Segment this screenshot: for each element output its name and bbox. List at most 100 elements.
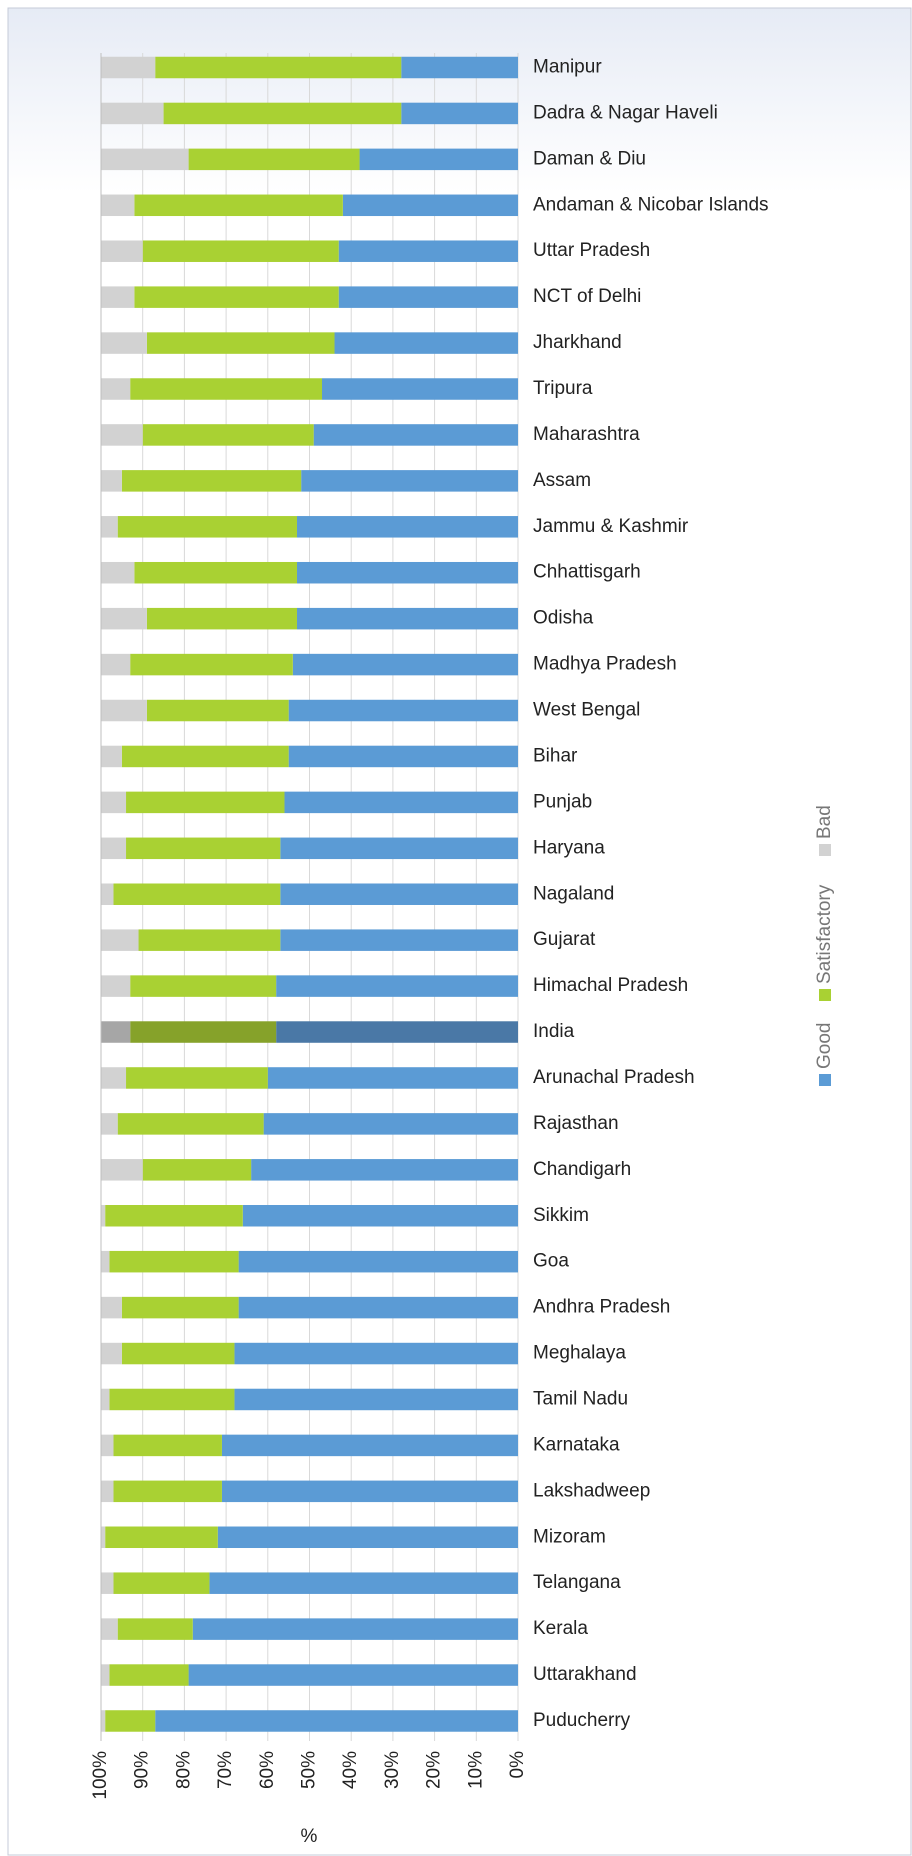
bar-segment — [221, 1480, 518, 1503]
category-label: Puducherry — [533, 1710, 631, 1731]
bar-segment — [109, 1250, 239, 1273]
bar-segment — [146, 699, 289, 722]
bar-segment — [155, 1710, 518, 1732]
x-tick-label: 10% — [465, 1751, 486, 1789]
bar-segment — [121, 1342, 235, 1365]
x-tick-label: 20% — [424, 1751, 445, 1789]
bar-segment — [101, 1618, 118, 1640]
bar-segment — [401, 56, 518, 79]
category-label: Kerala — [533, 1618, 588, 1639]
bar-segment — [192, 1618, 519, 1640]
bar-segment — [101, 1434, 114, 1457]
bar-segment — [101, 194, 135, 217]
bar-segment — [101, 653, 131, 676]
bar-segment — [234, 1388, 518, 1411]
bar-segment — [101, 240, 143, 262]
bar-segment — [142, 424, 314, 446]
bar-segment — [113, 883, 281, 905]
category-label: Uttar Pradesh — [533, 240, 650, 261]
bar-segment — [134, 194, 343, 217]
category-label: Andhra Pradesh — [533, 1297, 670, 1318]
category-label: Dadra & Nagar Haveli — [533, 102, 718, 123]
bar-segment — [280, 929, 518, 951]
x-tick-label: 100% — [90, 1751, 111, 1800]
bar-segment — [121, 745, 289, 768]
legend-swatch — [819, 1074, 831, 1086]
category-label: Tripura — [533, 378, 593, 399]
category-label: Mizoram — [533, 1526, 606, 1547]
bar-segment — [338, 286, 518, 308]
category-label: Sikkim — [533, 1205, 589, 1226]
bar-segment — [101, 1710, 106, 1732]
bar-segment — [130, 653, 293, 676]
category-label: Arunachal Pradesh — [533, 1067, 695, 1088]
bar-segment — [242, 1205, 518, 1227]
bar-segment — [134, 561, 297, 584]
bar-segment — [296, 561, 518, 584]
bar-segment — [296, 516, 518, 538]
legend: Good Satisfactory Bad — [814, 805, 835, 1086]
category-label: Chhattisgarh — [533, 562, 641, 583]
bar-segment — [121, 1296, 239, 1319]
bar-segment — [338, 240, 518, 262]
bar-segment — [142, 1159, 252, 1181]
bar-segment — [301, 470, 518, 492]
bar-segment — [101, 102, 164, 125]
bar-segment — [163, 102, 402, 125]
bar-segment — [101, 56, 156, 79]
category-label: Bihar — [533, 745, 578, 766]
bar-segment — [146, 332, 335, 354]
category-label: Punjab — [533, 791, 592, 812]
bar-segment — [101, 1205, 106, 1227]
category-label: Meghalaya — [533, 1343, 626, 1364]
category-label: Jharkhand — [533, 332, 622, 353]
category-label: Madhya Pradesh — [533, 654, 677, 675]
bar-segment — [101, 1250, 110, 1273]
category-label: Himachal Pradesh — [533, 975, 688, 996]
bar-segment — [109, 1664, 189, 1686]
category-label: NCT of Delhi — [533, 286, 641, 307]
bar-segment — [188, 148, 360, 171]
bar-segment — [280, 883, 518, 905]
category-label: West Bengal — [533, 700, 640, 721]
category-label: Lakshadweep — [533, 1480, 650, 1501]
bar-segment — [138, 929, 281, 951]
bar-segment — [101, 1296, 122, 1319]
category-label: Rajasthan — [533, 1113, 619, 1134]
x-tick-label: 60% — [257, 1751, 278, 1789]
bar-segment — [322, 378, 518, 400]
bar-segment — [292, 653, 518, 676]
bar-segment — [101, 1159, 143, 1181]
bar-segment — [109, 1388, 235, 1411]
category-label: Gujarat — [533, 929, 596, 950]
bar-segment — [101, 470, 122, 492]
x-tick-label: 80% — [173, 1751, 194, 1789]
bar-segment — [101, 975, 131, 997]
bar-segment — [101, 745, 122, 768]
bar-segment — [217, 1526, 518, 1549]
bar-segment — [101, 1067, 127, 1089]
bar-segment — [130, 1021, 277, 1043]
bar-segment — [130, 378, 323, 400]
bar-segment — [101, 561, 135, 584]
bar-segment — [288, 699, 518, 722]
legend-label: Bad — [814, 805, 835, 839]
x-tick-label: 70% — [215, 1751, 236, 1789]
bar-segment — [126, 1067, 268, 1089]
x-axis-label: % — [301, 1826, 318, 1847]
bar-segment — [126, 837, 281, 860]
bar-segment — [101, 1113, 118, 1135]
x-tick-label: 90% — [132, 1751, 153, 1789]
bar-segment — [334, 332, 518, 354]
legend-swatch — [819, 844, 831, 856]
category-label: Assam — [533, 470, 591, 491]
bar-segment — [155, 56, 402, 79]
x-tick-label: 40% — [340, 1751, 361, 1789]
bar-segment — [101, 791, 127, 814]
category-label: Nagaland — [533, 883, 614, 904]
category-label: Chandigarh — [533, 1159, 631, 1180]
bar-segment — [251, 1159, 518, 1181]
bar-segment — [113, 1434, 222, 1457]
category-label: Tamil Nadu — [533, 1388, 628, 1409]
bar-segment — [276, 1021, 518, 1043]
